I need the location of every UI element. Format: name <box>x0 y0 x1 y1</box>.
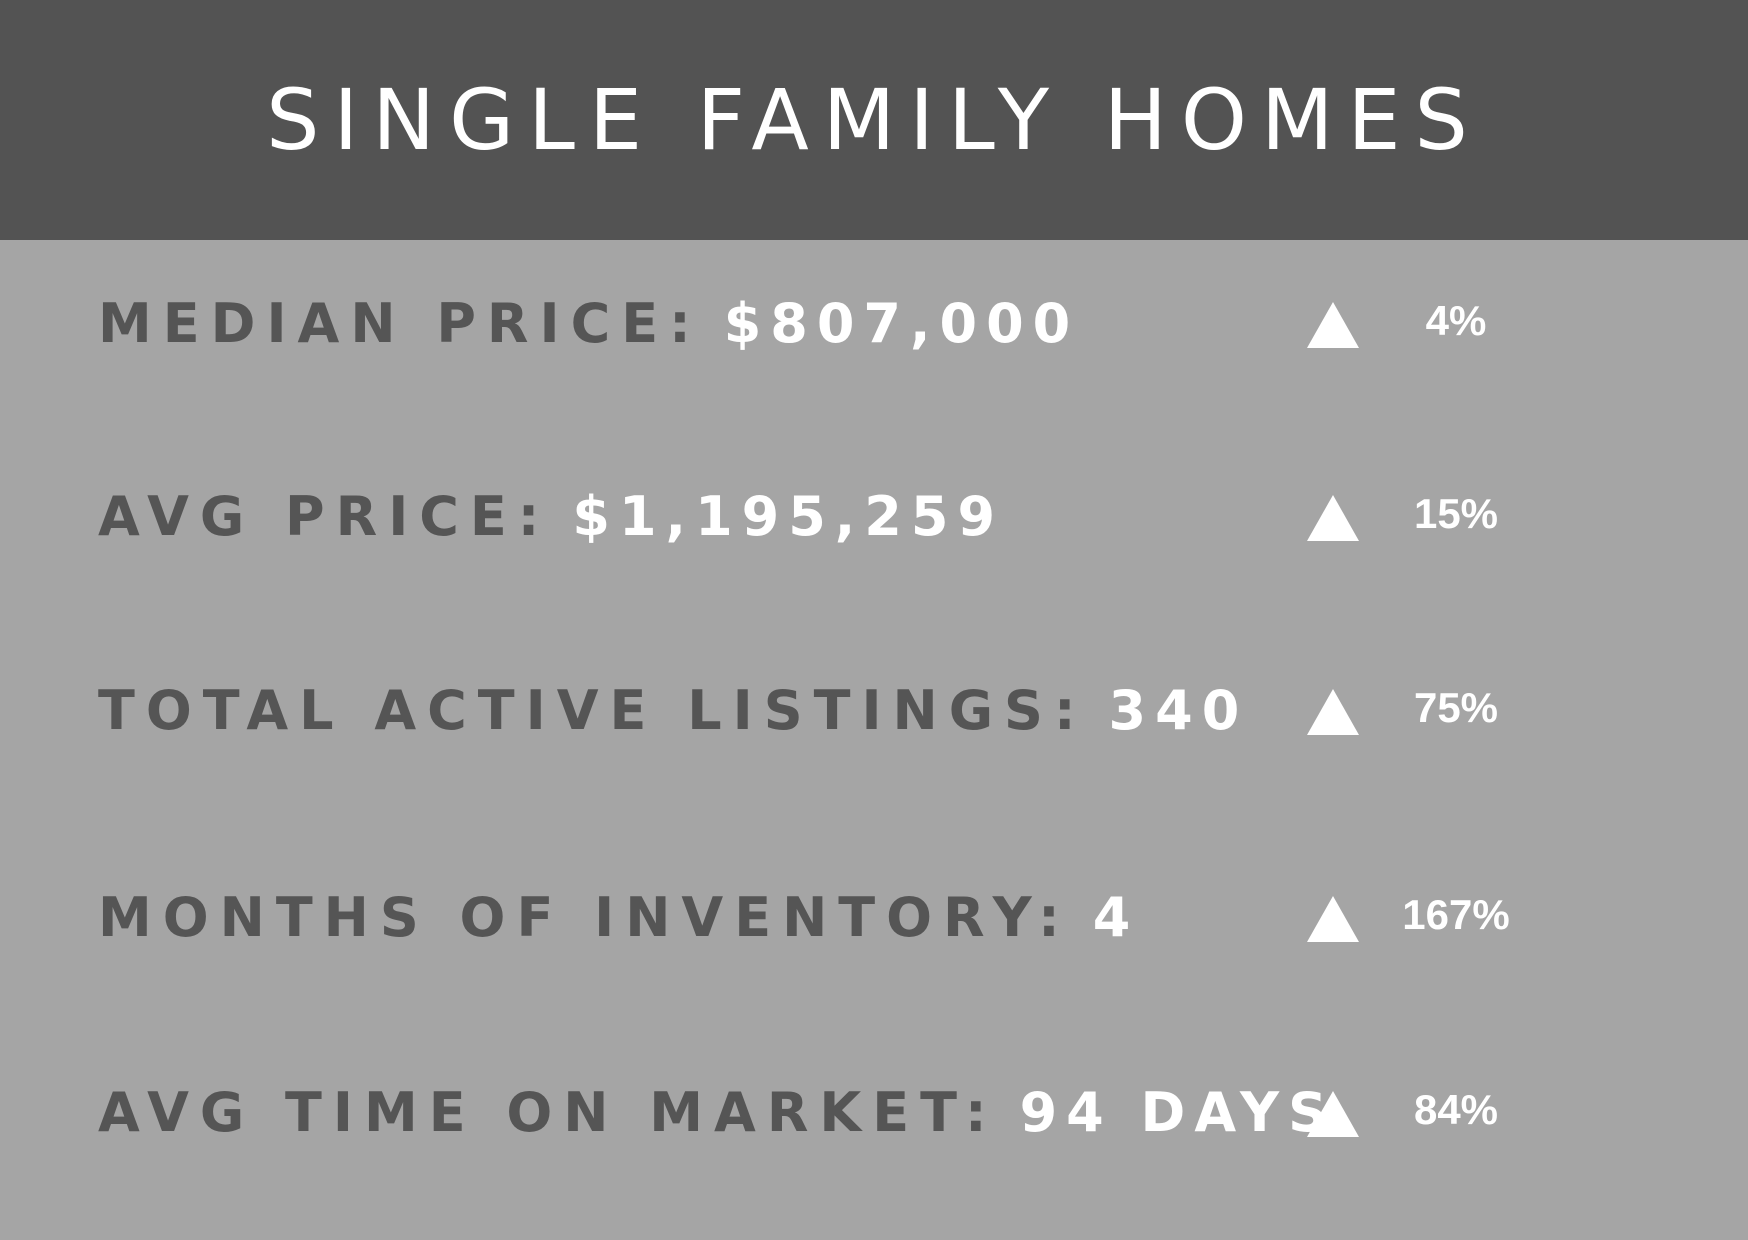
stat-value: 94 DAYS <box>1019 1080 1336 1144</box>
stat-change: 15% <box>1413 490 1499 537</box>
stat-row: AVG TIME ON MARKET: 94 DAYS <box>98 1072 1698 1152</box>
stat-change: 167% <box>1402 891 1510 938</box>
stat-value: 340 <box>1108 678 1249 742</box>
triangle-up-icon <box>1307 495 1359 541</box>
stat-value: 4 <box>1092 885 1140 949</box>
triangle-up-icon <box>1307 1091 1359 1137</box>
stat-value: $1,195,259 <box>572 484 1005 548</box>
header-banner: SINGLE FAMILY HOMES <box>0 0 1748 240</box>
stat-change: 75% <box>1413 684 1499 731</box>
stat-label: TOTAL ACTIVE LISTINGS: <box>98 678 1087 742</box>
stat-label: MEDIAN PRICE: <box>98 291 702 355</box>
stat-value: $807,000 <box>723 291 1080 355</box>
stat-row: MONTHS OF INVENTORY: 4 <box>98 877 1698 957</box>
stat-row: MEDIAN PRICE: $807,000 <box>98 283 1698 363</box>
stat-change: 4% <box>1425 297 1487 344</box>
stat-row: AVG PRICE: $1,195,259 <box>98 476 1698 556</box>
triangle-up-icon <box>1307 689 1359 735</box>
page-title: SINGLE FAMILY HOMES <box>266 71 1482 169</box>
stat-label: MONTHS OF INVENTORY: <box>98 885 1071 949</box>
triangle-up-icon <box>1307 302 1359 348</box>
triangle-up-icon <box>1307 896 1359 942</box>
stat-row: TOTAL ACTIVE LISTINGS: 340 <box>98 670 1698 750</box>
stat-label: AVG TIME ON MARKET: <box>98 1080 998 1144</box>
stat-label: AVG PRICE: <box>98 484 551 548</box>
stat-change: 84% <box>1413 1086 1499 1133</box>
